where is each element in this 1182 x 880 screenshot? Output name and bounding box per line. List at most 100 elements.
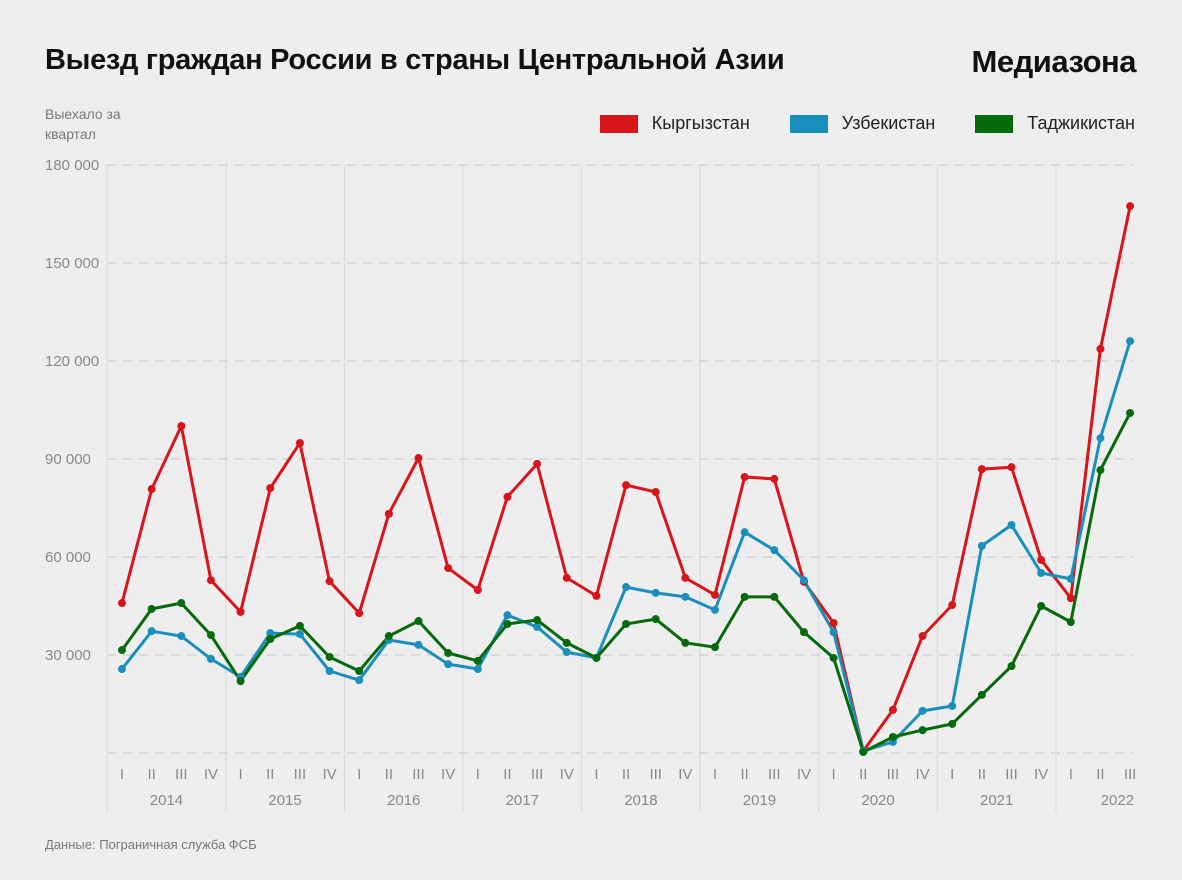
data-point [118,665,126,674]
x-quarter-label: II [503,766,511,783]
data-point [147,485,156,494]
data-point [740,528,749,537]
x-quarter-label: I [476,766,480,783]
data-point [711,643,719,652]
data-point [948,701,957,710]
x-quarter-label: II [978,766,986,783]
legend-swatch [599,114,638,133]
data-point [740,592,749,601]
data-point [918,726,927,735]
x-quarter-label: II [385,766,393,783]
data-point [1126,408,1135,417]
data-point [1037,555,1046,564]
x-quarter-label: IV [441,766,455,783]
data-point [651,487,660,496]
data-point [1007,662,1016,671]
data-point [592,591,601,600]
data-point [384,509,393,518]
data-point [651,615,660,624]
data-point [1126,202,1135,211]
x-quarter-label: III [1005,766,1018,783]
y-tick-label: 180 000 [45,157,99,174]
data-point [503,492,512,501]
x-year-label: 2015 [268,792,301,809]
data-point [1037,602,1046,610]
data-point [918,632,927,641]
x-quarter-label: I [239,766,243,783]
data-point [622,619,631,628]
data-point [592,653,601,662]
y-tick-label: 60 000 [45,549,91,566]
y-axis-label: Выехало за квартал [45,106,121,142]
legend-swatch [789,114,828,133]
x-quarter-label: I [1069,766,1073,783]
data-point [1096,344,1105,353]
data-point [622,583,631,592]
y-tick-label: 120 000 [45,353,99,370]
data-point [562,573,571,582]
x-quarter-label: IV [204,766,218,783]
y-tick-label: 30 000 [45,647,91,664]
data-point [118,599,126,608]
x-quarter-label: I [832,766,836,783]
x-quarter-label: III [175,766,188,783]
x-quarter-label: IV [1034,766,1048,783]
x-quarter-label: I [713,766,717,783]
data-point [1037,569,1046,578]
data-point [295,438,304,447]
data-point [147,627,156,636]
legend-label: Таджикистан [1027,113,1135,133]
data-point [177,422,186,431]
data-point [444,649,453,658]
data-point [414,640,423,649]
data-point [562,638,571,647]
legend-swatch [975,114,1014,133]
data-point [384,632,393,641]
x-quarter-label: IV [915,766,929,783]
data-point [1066,574,1075,583]
data-point [622,481,631,490]
x-quarter-label: II [859,766,867,783]
data-point [948,601,957,610]
data-point [948,719,957,728]
data-point [770,474,779,483]
x-year-label: 2022 [1101,792,1134,809]
x-quarter-label: II [266,766,274,783]
data-point [651,588,660,597]
x-quarter-label: I [594,766,598,783]
x-quarter-label: III [412,766,425,783]
legend-item-tajikistan: Таджикистан [975,113,1135,134]
data-point [236,607,245,616]
data-point [1007,520,1016,529]
data-point [444,564,453,573]
y-tick-label: 150 000 [45,255,99,272]
data-point [888,732,897,741]
data-point [799,628,808,637]
data-point [473,585,482,594]
data-point [770,592,779,601]
legend-label: Узбекистан [841,113,936,133]
data-point [414,617,423,626]
data-point [533,616,542,625]
x-quarter-label: III [887,766,900,783]
data-point [118,646,126,655]
x-quarter-label: II [622,766,630,783]
x-quarter-label: III [294,766,307,783]
data-point [1007,463,1016,472]
data-point [295,630,304,639]
data-point [799,576,808,585]
data-point [711,590,719,599]
brand-logo: Медиазона [971,44,1137,79]
data-point [1096,434,1105,443]
source-note: Данные: Пограничная служба ФСБ [45,837,257,852]
data-point [414,454,423,463]
data-point [533,459,542,468]
series-line-2 [120,412,1132,754]
data-point [829,653,838,662]
chart-title: Выезд граждан России в страны Центрально… [45,44,785,76]
data-point [444,660,453,669]
data-point [829,618,838,627]
x-quarter-label: I [357,766,361,783]
data-point [206,631,215,640]
